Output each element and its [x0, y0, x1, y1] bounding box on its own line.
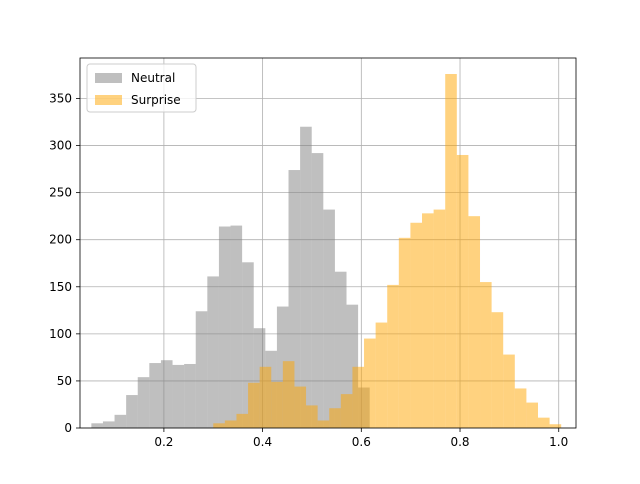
histogram-bar — [311, 153, 324, 429]
histogram-bar — [549, 424, 562, 428]
histogram-bar — [184, 363, 196, 428]
histogram-bar — [526, 402, 538, 428]
histogram-bar — [114, 414, 127, 428]
histogram-bar — [288, 170, 301, 428]
histogram-bar — [137, 377, 150, 428]
histogram-bar — [300, 126, 312, 429]
y-tick-label: 350 — [49, 91, 72, 105]
histogram-bar — [276, 306, 289, 428]
histogram-bar — [126, 395, 138, 428]
histogram-bar — [410, 222, 423, 428]
x-tick-label: 0.4 — [253, 435, 272, 449]
legend: Neutral Surprise — [86, 63, 197, 113]
histogram-bar — [91, 423, 103, 428]
axes: 0.2 0.4 0.6 0.8 1.0 0 50 100 150 200 250 300 350 — [49, 57, 577, 449]
histogram-bar — [271, 381, 283, 428]
histogram-bar — [160, 360, 173, 428]
histogram-bar — [537, 417, 550, 428]
histogram-bar — [224, 420, 237, 428]
histogram-bar — [259, 366, 272, 428]
histogram-bar — [433, 209, 446, 428]
histogram-bar — [364, 338, 376, 428]
histogram-bar — [149, 363, 161, 428]
y-tick-label: 250 — [49, 186, 72, 200]
histogram-bar — [230, 225, 243, 428]
histogram-bar — [248, 382, 260, 428]
plot-frame — [79, 57, 577, 429]
histogram-bar — [340, 394, 353, 428]
histogram-bar — [334, 271, 347, 428]
legend-label-neutral: Neutral — [131, 71, 175, 85]
histogram-bar — [253, 328, 266, 428]
x-tick-label: 0.2 — [154, 435, 173, 449]
histogram-bar — [468, 216, 481, 428]
legend-swatch-neutral — [95, 73, 122, 83]
histogram-bar — [352, 366, 365, 428]
histogram-bar — [218, 226, 231, 428]
x-tick-label: 0.8 — [450, 435, 469, 449]
legend-swatch-surprise — [95, 95, 122, 105]
histogram-bar — [375, 322, 388, 428]
histogram-bar — [294, 386, 307, 428]
histogram-bar — [456, 154, 469, 428]
histogram-bar — [480, 282, 492, 428]
y-tick-label: 300 — [49, 139, 72, 153]
x-tick-label: 0.6 — [352, 435, 371, 449]
histogram-bar — [242, 262, 254, 428]
y-tick-label: 50 — [57, 374, 72, 388]
histogram-bar — [172, 364, 185, 428]
histogram-bar — [503, 354, 515, 428]
histogram-bar — [195, 311, 208, 428]
histogram-bar — [346, 304, 359, 428]
histogram-bar — [213, 423, 225, 428]
histogram-bar — [282, 361, 295, 428]
histogram-bar — [398, 237, 411, 428]
histogram-bar — [306, 405, 318, 428]
histogram-bar — [102, 421, 115, 428]
histogram-bar — [317, 420, 330, 428]
y-tick-label: 200 — [49, 233, 72, 247]
histogram-bar — [422, 213, 434, 428]
x-tick-label: 1.0 — [549, 435, 568, 449]
legend-label-surprise: Surprise — [131, 93, 181, 107]
histogram-bar — [387, 284, 399, 428]
y-tick-label: 150 — [49, 280, 72, 294]
histogram-bar — [323, 209, 335, 428]
series-neutral — [91, 126, 370, 429]
histogram-bar — [207, 276, 219, 428]
histogram-bar — [514, 388, 527, 428]
histogram-bar — [236, 413, 249, 428]
histogram-bar — [491, 312, 504, 428]
y-tick-label: 0 — [64, 421, 72, 435]
histogram-bar — [445, 74, 457, 428]
y-tick-label: 100 — [49, 327, 72, 341]
series-surprise — [213, 74, 562, 428]
histogram-bars — [91, 74, 562, 429]
histogram-bar — [329, 408, 341, 428]
